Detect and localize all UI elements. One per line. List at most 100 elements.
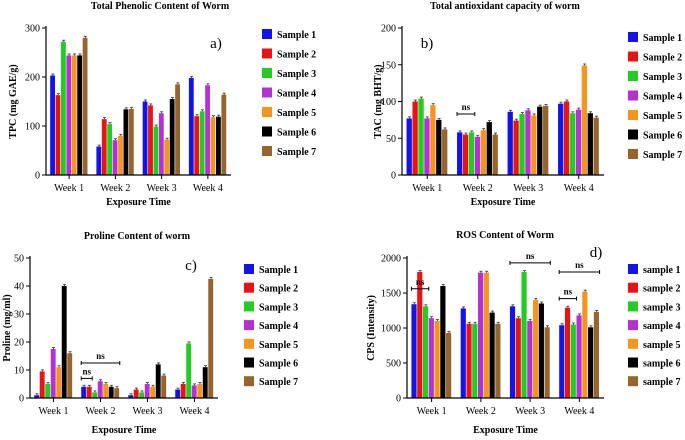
legend-entry: Sample 1: [259, 265, 298, 276]
legend-entry: Sample 7: [277, 147, 316, 158]
chart-title: Total antioxidant capacity of worm: [430, 1, 580, 12]
bar: [77, 55, 83, 175]
legend-entry: sample 3: [643, 302, 681, 313]
bar: [434, 321, 440, 398]
bar: [194, 116, 200, 175]
bar: [446, 332, 452, 398]
chart-title: Total Phenolic Content of Worm: [91, 1, 230, 12]
legend-entry: Sample 6: [277, 128, 316, 139]
chart-3: Proline Content of worm c) 0 10 20 30 40 50 Week…: [2, 231, 298, 436]
y-tick-label: 20: [14, 338, 24, 349]
y-axis-label: TAC (mg BHT/g): [373, 64, 384, 138]
x-tick-label: Week 2: [85, 406, 115, 417]
bar: [507, 111, 513, 175]
legend-swatch: [628, 71, 638, 81]
legend-entry: sample 4: [643, 321, 681, 332]
panel-label: b): [421, 36, 434, 52]
legend-entry: Sample 2: [643, 53, 682, 64]
bar: [107, 124, 113, 175]
legend-swatch: [628, 264, 638, 274]
ns-label: ns: [82, 366, 91, 376]
bar: [466, 323, 472, 398]
legend-swatch: [628, 357, 638, 368]
bar: [581, 65, 588, 175]
x-axis-label: Exposure Time: [471, 197, 536, 208]
bar: [521, 272, 527, 398]
legend-entry: Sample 5: [259, 340, 298, 351]
y-tick-label: 10: [14, 366, 24, 377]
x-axis-label: Exposure Time: [473, 425, 538, 436]
bar: [81, 386, 87, 398]
legend-swatch: [262, 107, 272, 117]
legend-swatch: [262, 87, 272, 98]
bar: [537, 106, 543, 175]
bar: [158, 113, 164, 175]
bar: [569, 113, 576, 175]
x-tick-label: Week 1: [38, 406, 68, 417]
ns-label: ns: [462, 102, 471, 112]
bar: [144, 384, 150, 398]
x-tick-label: Week 2: [463, 183, 493, 194]
y-tick-label: 0: [391, 171, 396, 182]
ns-label: ns: [416, 277, 425, 287]
x-tick-label: Week 4: [564, 406, 594, 417]
bar: [210, 117, 216, 175]
bar: [430, 105, 436, 175]
bar: [582, 291, 588, 398]
bar: [114, 388, 120, 398]
x-axis-label: Exposure Time: [106, 197, 171, 208]
bar: [39, 371, 45, 398]
legend-swatch: [628, 90, 638, 101]
bar: [564, 307, 571, 398]
y-tick-label: 30: [14, 310, 24, 321]
bar: [180, 384, 186, 398]
x-tick-label: Week 2: [100, 183, 130, 194]
chart-2: Total antioxidant capacity of worm b) 0 50 1…: [373, 1, 682, 208]
chart-1: Total Phenolic Content of Worm a) 0 100 200 3…: [8, 1, 316, 208]
bar: [208, 279, 214, 398]
chart-title: Proline Content of worm: [84, 231, 191, 242]
legend-swatch: [262, 29, 272, 39]
x-tick-label: Week 3: [515, 406, 545, 417]
bar: [428, 318, 434, 398]
ns-label: ns: [526, 251, 535, 261]
bar: [489, 312, 495, 398]
legend-swatch: [628, 282, 638, 293]
chart-4: ROS Content of Worm d) 0 500 1000 1500 2000 Wee…: [366, 230, 681, 436]
bar: [128, 108, 134, 175]
bar: [191, 385, 197, 398]
bar: [442, 129, 448, 175]
bar: [513, 120, 519, 175]
y-tick-label: 300: [25, 24, 40, 35]
legend-entry: Sample 7: [259, 377, 298, 388]
bar: [96, 146, 102, 175]
y-axis-label: CPS (Intensity): [366, 295, 377, 361]
legend-swatch: [628, 338, 638, 349]
legend-swatch: [262, 146, 272, 156]
y-axis-label: TPC (mg GAE/g): [8, 64, 19, 138]
legend-swatch: [244, 320, 254, 331]
bar: [133, 389, 139, 398]
y-tick-label: 200: [381, 24, 396, 35]
y-tick-label: 100: [381, 97, 396, 108]
bar: [406, 118, 412, 175]
bar: [575, 109, 582, 175]
y-tick-label: 50: [14, 254, 24, 265]
bar: [495, 323, 501, 398]
x-tick-label: Week 3: [147, 183, 177, 194]
legend-entry: Sample 2: [277, 50, 316, 61]
y-tick-label: 150: [381, 60, 396, 71]
legend-entry: Sample 1: [643, 33, 682, 44]
legend-swatch: [628, 149, 638, 159]
bar: [460, 308, 466, 398]
x-tick-label: Week 1: [412, 183, 442, 194]
legend-entry: Sample 4: [259, 321, 298, 332]
y-tick-label: 1500: [381, 289, 401, 300]
bar: [199, 111, 205, 175]
legend-entry: Sample 3: [643, 72, 682, 83]
bar: [474, 136, 481, 175]
legend-swatch: [628, 110, 638, 120]
y-axis-label: Proline (mg/ml): [2, 294, 13, 361]
bar: [188, 77, 194, 175]
